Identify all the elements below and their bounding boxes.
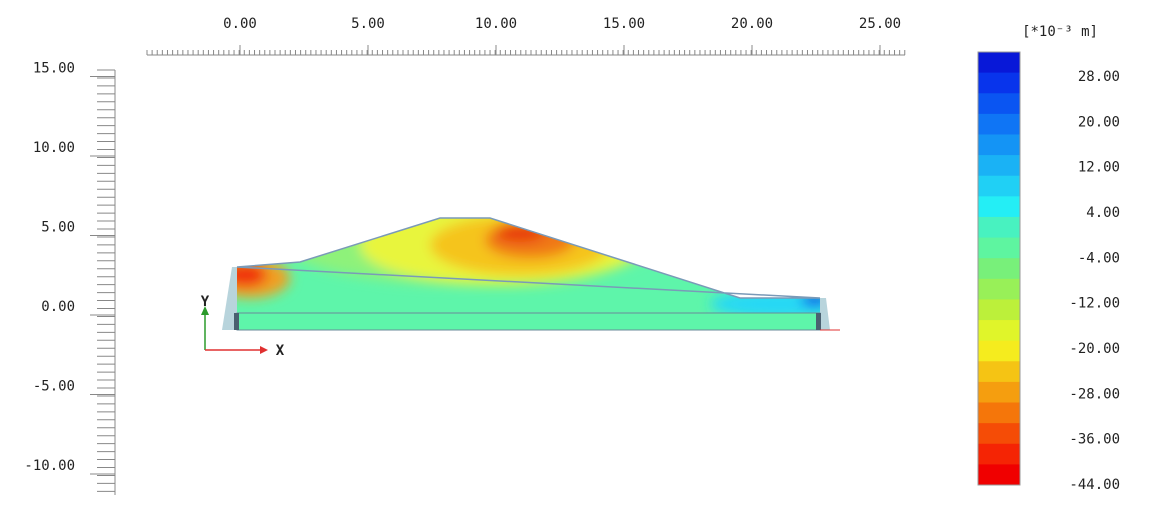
legend-swatch <box>978 361 1020 383</box>
legend-swatch <box>978 155 1020 177</box>
y-tick-label: 0.00 <box>41 299 75 315</box>
x-tick-label: 0.00 <box>223 16 257 32</box>
axis-x-label: X <box>276 343 285 359</box>
legend-label: 12.00 <box>1078 160 1120 176</box>
legend-label: 28.00 <box>1078 69 1120 85</box>
legend-swatch <box>978 196 1020 218</box>
legend-label: -4.00 <box>1078 250 1120 266</box>
boundary <box>222 267 237 330</box>
legend-swatch <box>978 237 1020 259</box>
legend-swatch <box>978 134 1020 156</box>
legend-swatch <box>978 340 1020 362</box>
legend-swatch <box>978 423 1020 445</box>
legend-swatch <box>978 299 1020 321</box>
x-tick-label: 15.00 <box>603 16 645 32</box>
legend-swatch <box>978 93 1020 115</box>
y-tick-label: 5.00 <box>41 220 75 236</box>
foundation <box>236 312 821 331</box>
legend-swatch <box>978 72 1020 94</box>
legend-swatch <box>978 443 1020 465</box>
contours <box>237 218 820 315</box>
legend-label: -44.00 <box>1069 477 1120 493</box>
legend-swatch <box>978 52 1020 74</box>
legend-label: -28.00 <box>1069 386 1120 402</box>
legend-swatch <box>978 258 1020 280</box>
x-tick-label: 25.00 <box>859 16 901 32</box>
y-tick-label: -5.00 <box>33 379 75 395</box>
legend-swatch <box>978 320 1020 342</box>
x-tick-label: 20.00 <box>731 16 773 32</box>
legend-label: 4.00 <box>1086 205 1120 221</box>
legend-label: -20.00 <box>1069 341 1120 357</box>
boundary <box>820 298 830 330</box>
legend-swatch <box>978 402 1020 424</box>
axis-y-label: Y <box>201 294 210 310</box>
y-tick-label: 10.00 <box>33 140 75 156</box>
legend-swatch <box>978 381 1020 404</box>
axes-icon: Y X <box>201 294 285 359</box>
model <box>222 217 840 331</box>
y-tick-label: -10.00 <box>24 458 75 474</box>
legend-label: -12.00 <box>1069 296 1120 312</box>
legend-swatch <box>978 278 1020 300</box>
legend-unit: [*10⁻³ m] <box>1022 24 1098 40</box>
y-tick-label: 15.00 <box>33 61 75 77</box>
x-tick-label: 5.00 <box>351 16 385 32</box>
legend-label: 20.00 <box>1078 114 1120 130</box>
legend-swatch <box>978 175 1020 197</box>
legend-swatch <box>978 113 1020 135</box>
legend-swatch <box>978 464 1020 486</box>
legend-label: -36.00 <box>1069 432 1120 448</box>
x-tick-label: 10.00 <box>475 16 517 32</box>
legend-frame <box>977 51 1021 486</box>
legend-swatch <box>978 216 1020 239</box>
